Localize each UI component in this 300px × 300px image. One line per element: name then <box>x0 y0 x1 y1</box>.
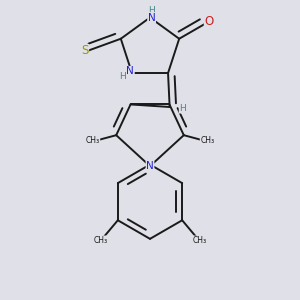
Text: H: H <box>148 6 155 15</box>
Text: H: H <box>119 72 126 81</box>
Text: CH₃: CH₃ <box>94 236 108 245</box>
Text: N: N <box>127 66 134 76</box>
Text: H: H <box>179 104 186 113</box>
Text: S: S <box>81 44 88 57</box>
Text: O: O <box>204 15 214 28</box>
Text: CH₃: CH₃ <box>200 136 214 145</box>
Text: CH₃: CH₃ <box>86 136 100 145</box>
Text: N: N <box>146 161 154 171</box>
Text: CH₃: CH₃ <box>192 236 206 245</box>
Text: N: N <box>148 13 155 22</box>
